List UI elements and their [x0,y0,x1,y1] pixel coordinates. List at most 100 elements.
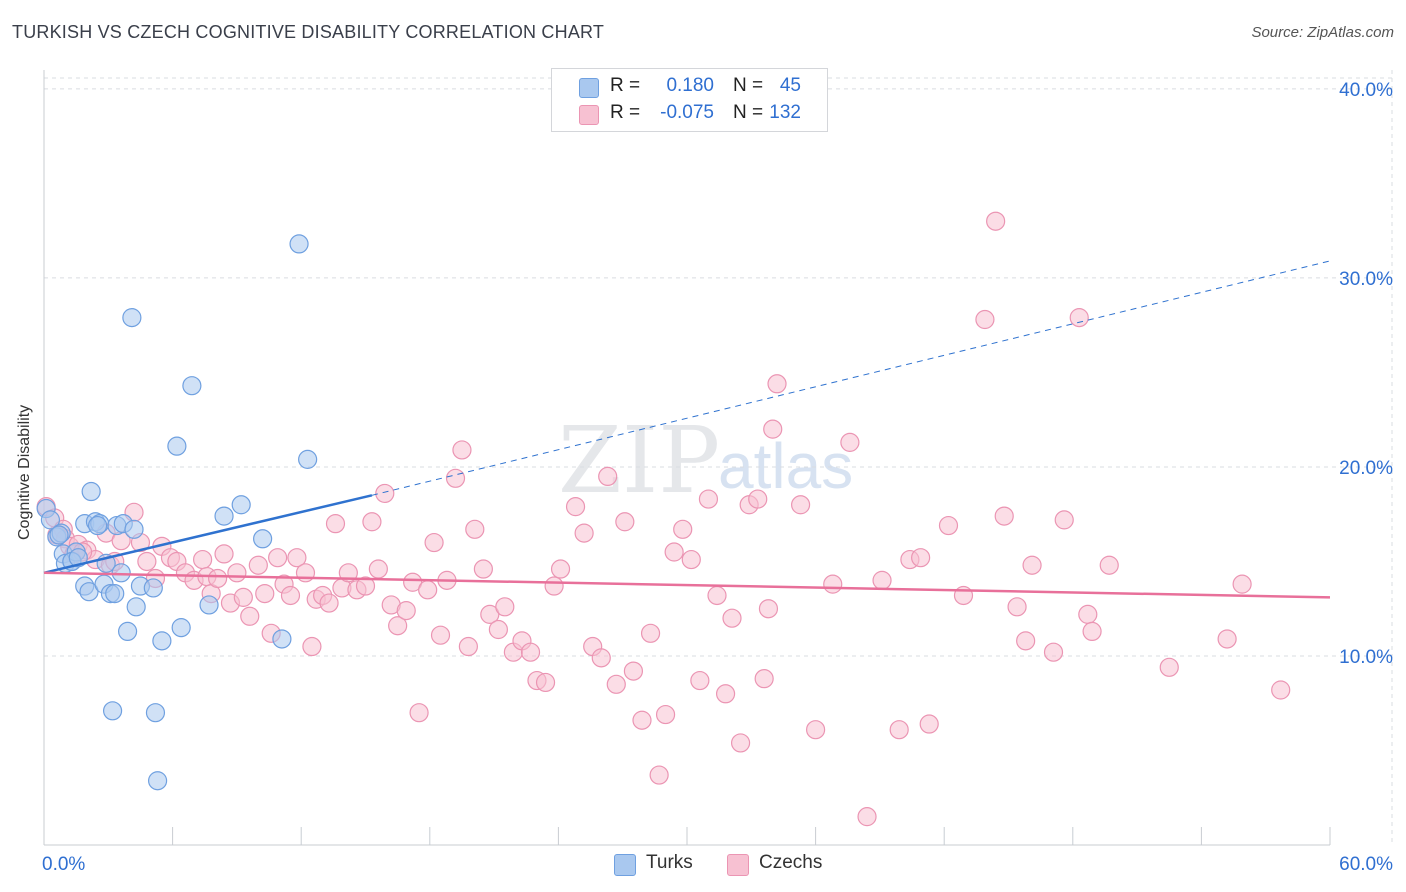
turks-point [126,597,146,617]
czechs-point [707,585,727,606]
czechs-r-label: R = [610,102,641,123]
czechs-point [388,616,408,636]
turks-point [111,563,131,583]
turks-point [87,515,108,536]
stats-box: R = 0.180 N = 45 R = -0.075 N = 132 [551,68,828,132]
stats-row-czechs: R = -0.075 N = 132 [552,101,827,127]
czechs-point [480,604,500,624]
czechs-point [1159,657,1179,677]
czechs-point [1271,680,1291,700]
czechs-point [640,623,661,643]
czechs-point [994,506,1014,526]
turks-trend-line [43,494,373,575]
stats-row-turks: R = 0.180 N = 45 [552,74,827,100]
tick-labels: 10.0% 20.0% 30.0% 40.0% 0.0% 60.0% [42,80,1393,875]
czechs-point [975,309,995,330]
y-tick-label: 20.0% [1339,458,1393,479]
czechs-point [823,574,843,594]
czechs-point [698,489,719,509]
czechs-point [889,720,909,740]
y-tick-label: 10.0% [1339,647,1393,668]
czechs-point [805,720,826,740]
turks-point [171,618,191,638]
czechs-point [857,807,877,827]
turks-points [36,234,318,791]
czechs-point [919,714,939,734]
czechs-point [938,515,959,536]
legend-turks-label: Turks [646,852,693,873]
czechs-point [362,512,382,532]
czechs-point [465,519,485,539]
czechs-point [445,468,466,488]
czechs-point [673,519,693,539]
czechs-n-value: 132 [769,102,801,123]
czechs-point [302,636,322,657]
czechs-point [730,733,751,753]
czechs-point [606,674,626,694]
czechs-point [544,576,564,596]
czechs-point [495,597,515,617]
czechs-point [632,710,652,730]
czechs-point [681,549,701,570]
turks-point [298,449,318,469]
czechs-point [550,559,571,579]
czechs-point [452,440,472,460]
turks-point [289,234,309,254]
turks-point [199,595,219,615]
czechs-trend-line [43,571,1331,599]
czechs-point [1082,621,1102,642]
czechs-point [758,599,779,619]
czechs-point [840,432,860,452]
turks-point [122,308,142,328]
czechs-point [986,211,1006,231]
czechs-point [748,489,768,509]
czechs-point [1022,555,1042,575]
source-label: Source: ZipAtlas.com [1251,24,1394,41]
czechs-point [287,548,307,568]
turks-point [145,703,166,723]
czechs-point [598,466,618,487]
czechs-point [763,419,783,439]
czechs-point [424,532,444,553]
turks-point [214,506,234,526]
turks-n-value: 45 [779,75,801,96]
czechs-point [615,512,635,532]
turks-point [102,701,123,721]
turks-point [49,525,69,545]
czechs-point [409,703,429,723]
czechs-point [418,580,438,600]
czechs-point [715,684,736,704]
czechs-point [1043,642,1064,662]
czechs-point [722,608,742,628]
turks-r-label: R = [610,75,641,96]
czechs-point [1016,631,1036,651]
watermark-zip: ZIP [558,407,720,514]
czechs-point [396,601,416,621]
czechs-point [1007,597,1027,617]
czechs-point [872,570,892,590]
turks-point [117,621,138,642]
czechs-point [488,619,508,640]
turks-r-value: 0.180 [666,75,714,96]
czechs-n-label: N = [733,102,764,123]
czechs-point [1217,629,1237,649]
x-tick-label: 60.0% [1339,854,1393,875]
czechs-point [664,542,684,562]
czechs-point [375,483,395,504]
legend-turks-swatch [614,854,636,876]
turks-point [68,548,88,568]
czechs-point [325,514,346,534]
czechs-point [655,704,676,725]
turks-point [81,481,101,502]
czechs-point [767,374,787,394]
y-tick-label: 30.0% [1339,269,1393,290]
czechs-point [565,497,586,517]
turks-point [105,583,125,604]
czechs-point [535,672,556,693]
czechs-point [137,551,157,572]
czechs-point [240,606,260,626]
czechs-point [208,568,228,589]
czechs-point [233,587,253,607]
czechs-point [790,495,811,515]
